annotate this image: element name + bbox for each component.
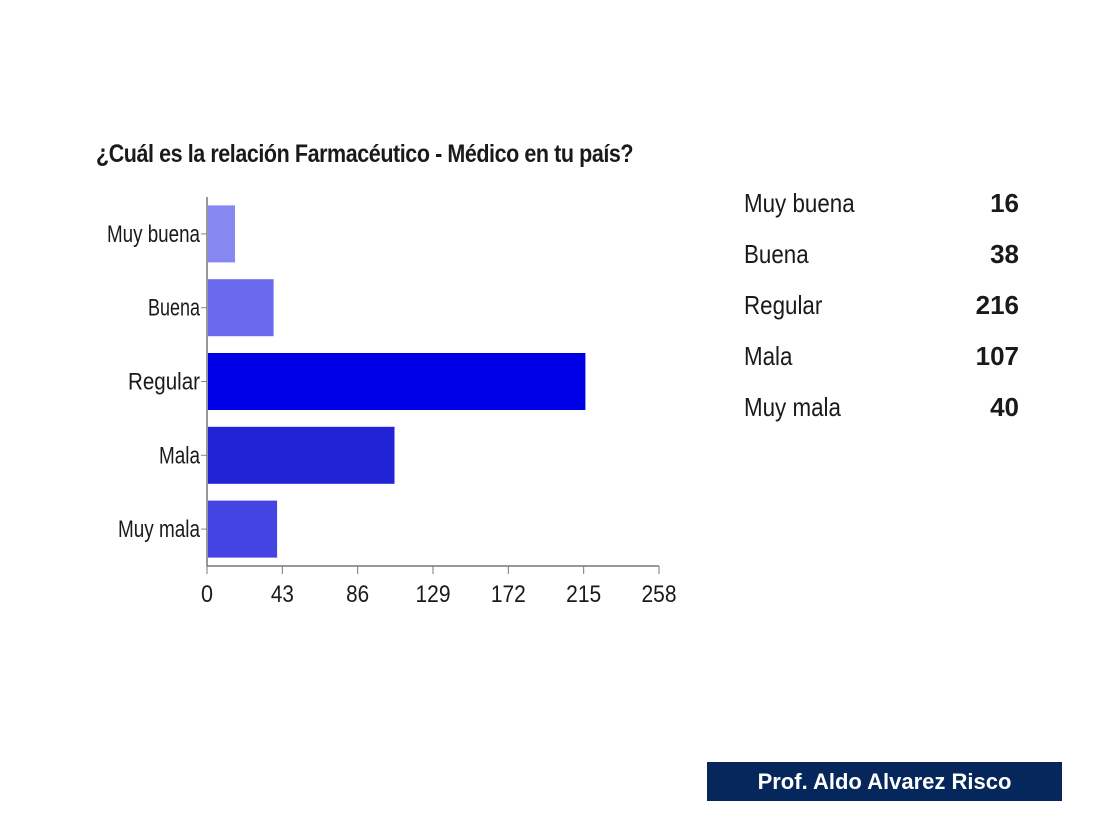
- category-label: Regular: [128, 369, 200, 396]
- x-tick-label: 129: [416, 581, 451, 608]
- x-tick-label: 86: [346, 581, 369, 608]
- summary-value: 40: [990, 392, 1019, 422]
- summary-value: 216: [975, 290, 1019, 320]
- summary-table: Muy buena 16 Buena 38 Regular 216 Mala 1…: [744, 178, 1019, 433]
- category-label: Mala: [159, 442, 201, 469]
- summary-value: 107: [975, 341, 1019, 371]
- summary-label: Muy buena: [744, 188, 855, 218]
- summary-value: 38: [990, 239, 1019, 269]
- summary-label: Mala: [744, 341, 793, 371]
- x-tick-label: 215: [566, 581, 601, 608]
- summary-row: Buena 38: [744, 229, 1019, 280]
- bar: [208, 205, 235, 263]
- category-label: Muy mala: [118, 516, 201, 543]
- bar: [208, 279, 274, 337]
- x-tick-label: 258: [642, 581, 677, 608]
- summary-row: Regular 216: [744, 280, 1019, 331]
- category-label: Muy buena: [107, 221, 201, 248]
- bar: [208, 500, 278, 558]
- summary-label: Regular: [744, 290, 823, 320]
- x-tick-label: 0: [201, 581, 213, 608]
- bar: [208, 426, 395, 484]
- chart-title: ¿Cuál es la relación Farmacéutico - Médi…: [96, 140, 634, 168]
- summary-row: Muy mala 40: [744, 382, 1019, 433]
- summary-value: 16: [990, 188, 1019, 218]
- summary-row: Muy buena 16: [744, 178, 1019, 229]
- summary-row: Mala 107: [744, 331, 1019, 382]
- x-tick-label: 43: [271, 581, 294, 608]
- author-banner: Prof. Aldo Alvarez Risco: [707, 762, 1062, 801]
- x-tick-label: 172: [491, 581, 526, 608]
- category-label: Buena: [148, 295, 200, 322]
- summary-label: Buena: [744, 239, 809, 269]
- summary-label: Muy mala: [744, 392, 841, 422]
- bar: [208, 353, 586, 410]
